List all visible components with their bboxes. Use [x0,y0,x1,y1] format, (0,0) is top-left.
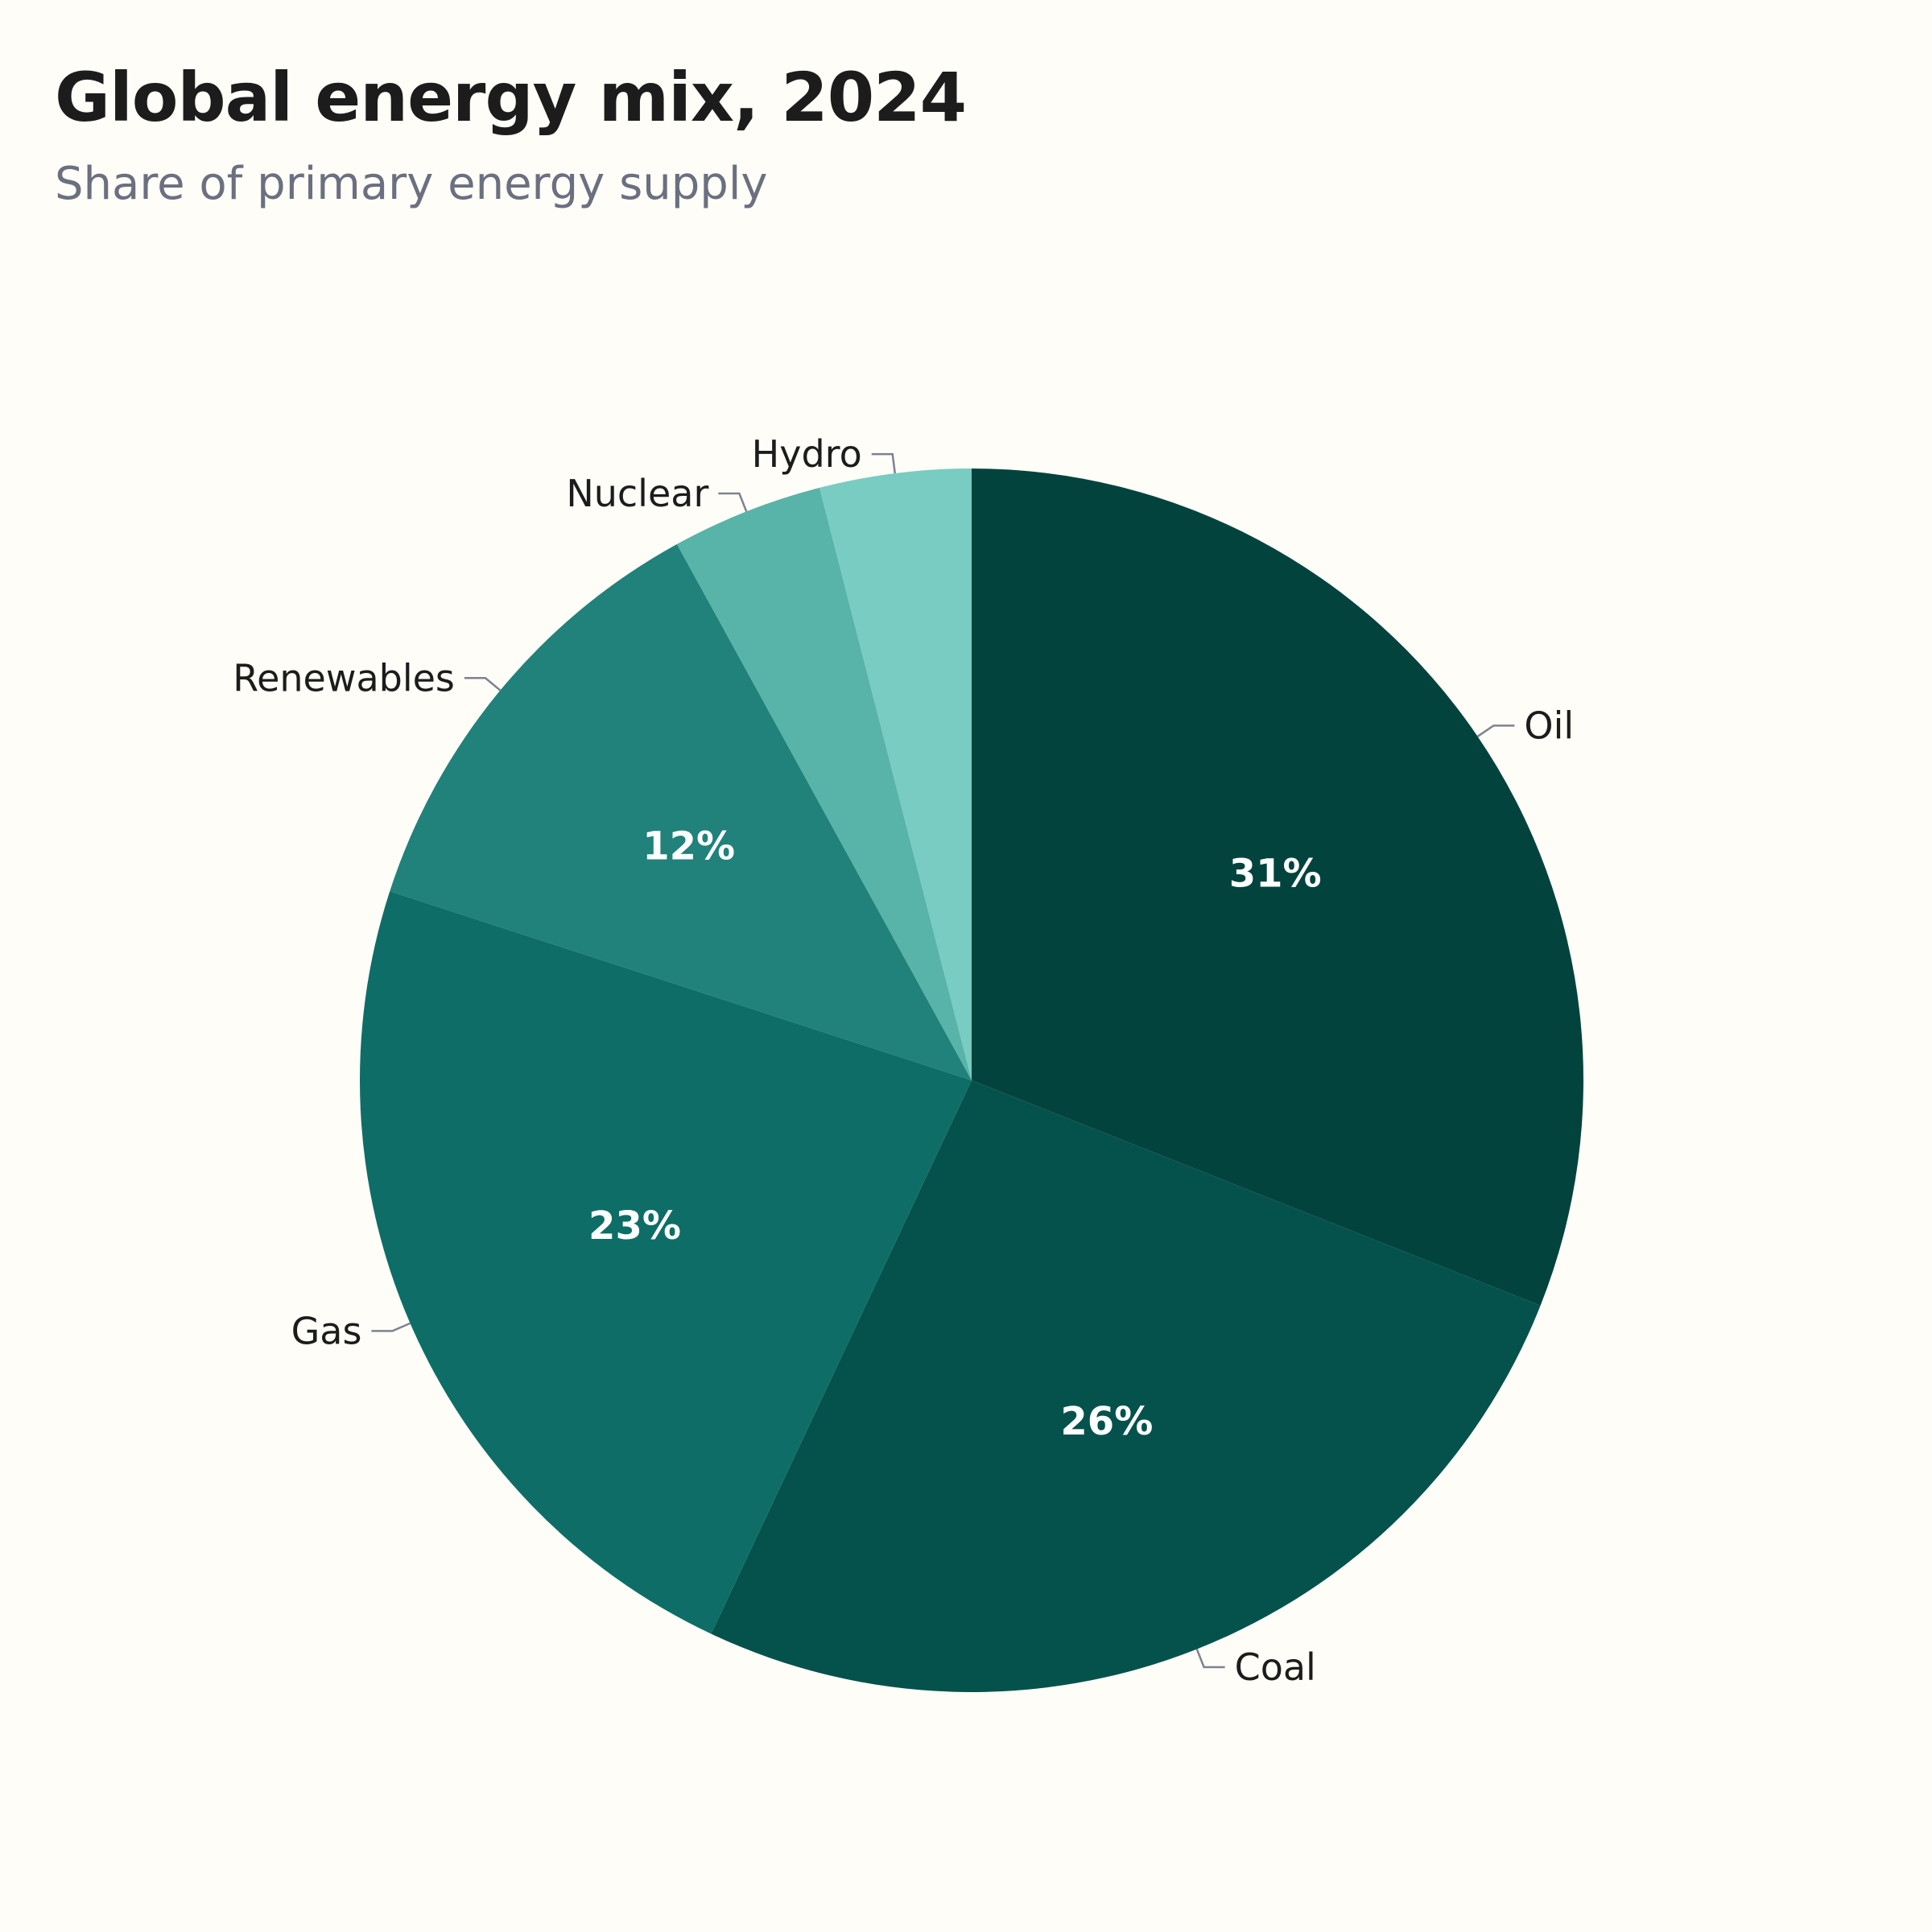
slice-renewables [390,544,972,1080]
slice-oil [972,469,1583,1306]
chart-title: Global energy mix, 2024 [55,58,967,137]
slice-label-coal: Coal [1235,1645,1316,1689]
pct-label-oil: 31% [1229,852,1322,897]
pie-labels: Oil 31% Coal 26% Gas 23% Renewables 12% Nuclear H… [233,432,1574,1689]
slice-nuclear [676,487,972,1080]
slice-coal [711,1080,1541,1692]
pct-label-renewables: 12% [642,824,735,869]
slice-label-gas: Gas [291,1309,362,1352]
slice-label-renewables: Renewables [233,656,455,700]
slice-label-nuclear: Nuclear [566,472,708,515]
slice-label-hydro: Hydro [752,432,862,476]
slice-label-oil: Oil [1524,704,1574,747]
pie-leader-lines [371,452,1515,1669]
leader-line-renewables [464,677,502,691]
leader-line-oil [1476,724,1515,737]
leader-line-gas [371,1322,411,1332]
pct-label-gas: 23% [588,1203,681,1249]
chart-subtitle: Share of primary energy supply [55,158,768,210]
leader-line-coal [1195,1649,1225,1669]
leader-line-nuclear [718,492,748,512]
pct-label-coal: 26% [1060,1399,1153,1444]
leader-line-hydro [871,452,896,474]
slice-gas [360,891,972,1634]
slice-hydro [819,469,972,1080]
pie-slices [360,469,1583,1692]
